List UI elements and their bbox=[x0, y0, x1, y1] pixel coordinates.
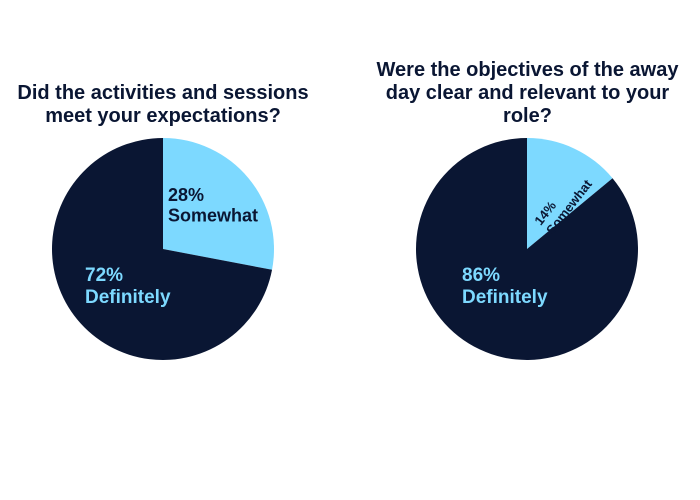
pie-slice bbox=[415, 138, 638, 361]
pie-slice bbox=[163, 138, 274, 270]
slice-label: 72%Definitely bbox=[85, 265, 171, 308]
slice-label: 28%Somewhat bbox=[168, 185, 258, 226]
slice-label: 86%Definitely bbox=[462, 265, 548, 308]
value-label: 72% bbox=[85, 265, 123, 286]
category-label: Definitely bbox=[462, 287, 548, 308]
pie-slice bbox=[51, 138, 273, 360]
category-label: Somewhat bbox=[168, 205, 258, 225]
value-label: 28% bbox=[168, 185, 204, 205]
pie-slice bbox=[527, 138, 613, 249]
category-label: Definitely bbox=[85, 287, 171, 308]
chart-title: Were the objectives of the away day clea… bbox=[376, 59, 679, 127]
chart-title: Did the activities and sessions meet you… bbox=[17, 82, 309, 127]
value-label: 86% bbox=[462, 265, 500, 286]
